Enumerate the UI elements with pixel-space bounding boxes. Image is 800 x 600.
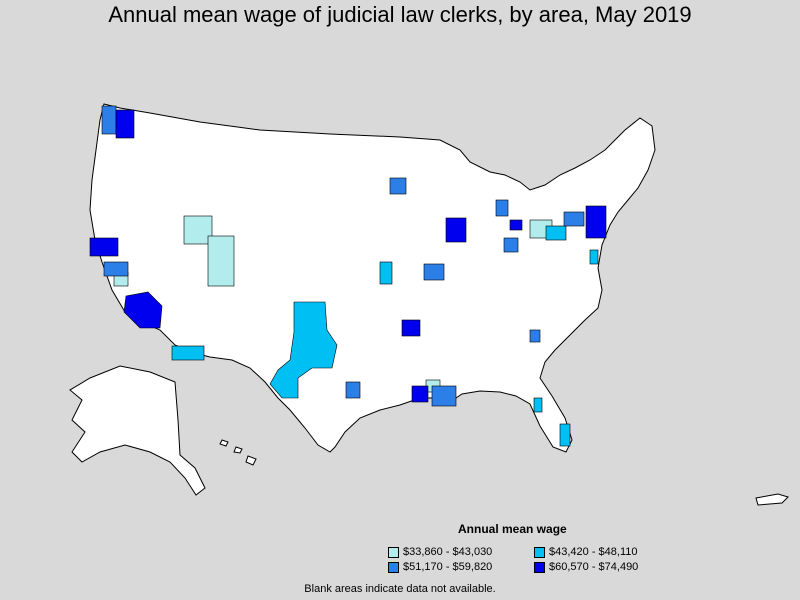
legend-swatch-2	[534, 546, 545, 558]
legend-label-3: $51,170 - $59,820	[403, 561, 493, 573]
legend-item-4: $60,570 - $74,490	[534, 561, 638, 573]
legend-class-1-areas	[113, 215, 553, 393]
contiguous-us-land	[89, 103, 656, 453]
legend-class-3-areas	[101, 105, 585, 407]
legend-swatch-4	[534, 561, 545, 573]
legend-item-2: $43,420 - $48,110	[534, 546, 637, 558]
legend-class-2-areas	[171, 225, 599, 447]
hawaii-islands	[219, 439, 257, 466]
legend-label-1: $33,860 - $43,030	[403, 546, 493, 558]
footnote: Blank areas indicate data not available.	[304, 583, 496, 595]
puerto-rico-land	[755, 493, 789, 506]
legend-item-3: $51,170 - $59,820	[388, 561, 492, 573]
legend-title: Annual mean wage	[458, 522, 567, 536]
legend-class-4-areas	[89, 109, 607, 403]
alaska-land	[69, 365, 206, 496]
legend-swatch-1	[388, 546, 399, 558]
legend-label-2: $43,420 - $48,110	[549, 546, 638, 558]
legend-label-4: $60,570 - $74,490	[549, 561, 639, 573]
legend-item-1: $33,860 - $43,030	[388, 546, 492, 558]
map-title: Annual mean wage of judicial law clerks,…	[108, 2, 692, 27]
legend-swatch-3	[388, 561, 399, 573]
